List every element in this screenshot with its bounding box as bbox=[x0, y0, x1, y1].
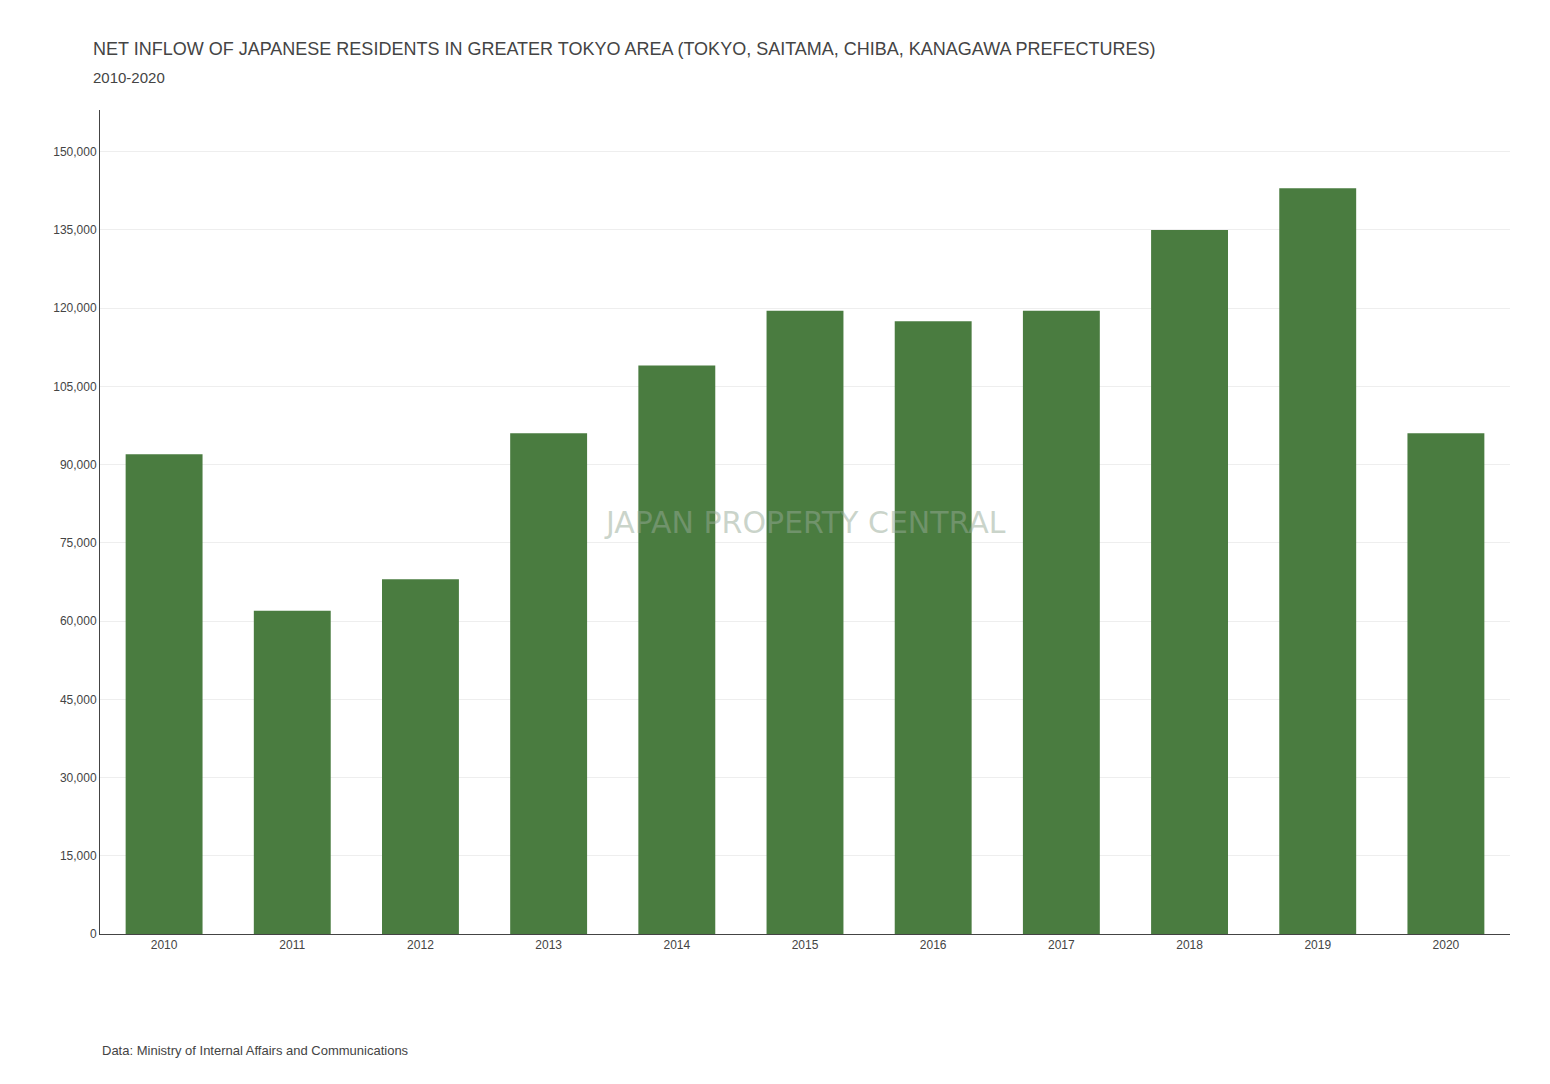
svg-text:2016: 2016 bbox=[920, 938, 947, 952]
svg-text:30,000: 30,000 bbox=[60, 771, 97, 785]
svg-text:135,000: 135,000 bbox=[53, 223, 97, 237]
svg-text:60,000: 60,000 bbox=[60, 614, 97, 628]
svg-text:150,000: 150,000 bbox=[53, 145, 97, 159]
svg-text:2010-2020: 2010-2020 bbox=[93, 69, 165, 86]
svg-text:NET INFLOW OF JAPANESE RESIDEN: NET INFLOW OF JAPANESE RESIDENTS IN GREA… bbox=[93, 39, 1156, 59]
svg-text:2014: 2014 bbox=[663, 938, 690, 952]
svg-text:2013: 2013 bbox=[535, 938, 562, 952]
svg-text:120,000: 120,000 bbox=[53, 301, 97, 315]
svg-text:15,000: 15,000 bbox=[60, 849, 97, 863]
svg-text:75,000: 75,000 bbox=[60, 536, 97, 550]
svg-text:2019: 2019 bbox=[1304, 938, 1331, 952]
svg-text:105,000: 105,000 bbox=[53, 380, 97, 394]
svg-text:2020: 2020 bbox=[1433, 938, 1460, 952]
svg-text:2010: 2010 bbox=[151, 938, 178, 952]
svg-text:Data: Ministry of Internal Aff: Data: Ministry of Internal Affairs and C… bbox=[102, 1043, 409, 1058]
svg-text:2017: 2017 bbox=[1048, 938, 1075, 952]
svg-text:2012: 2012 bbox=[407, 938, 434, 952]
svg-text:45,000: 45,000 bbox=[60, 693, 97, 707]
svg-text:2018: 2018 bbox=[1176, 938, 1203, 952]
svg-text:0: 0 bbox=[90, 927, 97, 941]
svg-text:2015: 2015 bbox=[792, 938, 819, 952]
svg-text:JAPAN PROPERTY CENTRAL: JAPAN PROPERTY CENTRAL bbox=[604, 505, 1006, 540]
svg-text:90,000: 90,000 bbox=[60, 458, 97, 472]
svg-text:2011: 2011 bbox=[279, 938, 305, 952]
